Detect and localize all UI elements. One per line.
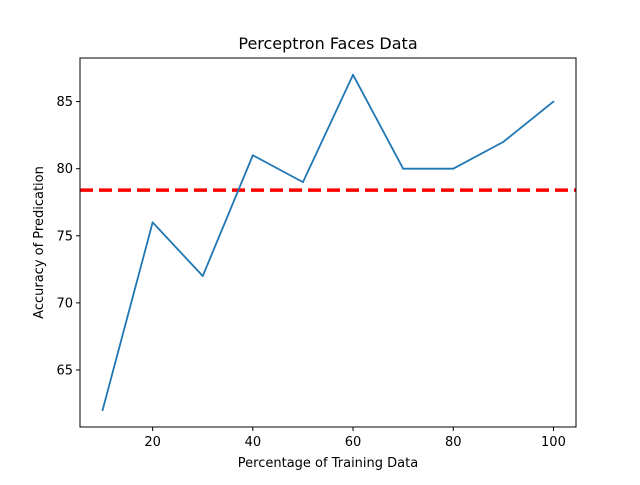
x-tick-label: 60	[345, 435, 362, 450]
y-tick-label: 65	[56, 363, 73, 378]
y-tick-label: 70	[56, 296, 73, 311]
y-axis-label: Accuracy of Predication	[32, 166, 47, 319]
data-point	[302, 181, 304, 184]
data-point	[251, 154, 254, 157]
data-point	[402, 167, 405, 170]
chart-title: Perceptron Faces Data	[238, 34, 417, 53]
data-point	[452, 167, 455, 170]
x-tick-label: 100	[541, 435, 566, 450]
x-axis-label: Percentage of Training Data	[238, 456, 418, 471]
y-tick-label: 75	[56, 229, 73, 244]
x-tick-label: 80	[445, 435, 462, 450]
y-tick-label: 80	[56, 162, 73, 177]
x-tick-label: 20	[144, 435, 161, 450]
data-point	[101, 409, 104, 412]
x-tick-label: 40	[245, 435, 262, 450]
plot-area	[80, 73, 576, 412]
y-tick-label: 85	[56, 95, 73, 110]
plot-frame	[79, 57, 577, 428]
data-point	[352, 73, 354, 76]
axis-ticks: 20 40 60 80 100 65 70 75 80 85	[56, 95, 565, 450]
data-point	[502, 140, 505, 143]
data-point	[151, 221, 154, 224]
data-point	[552, 100, 555, 103]
series-line-0	[101, 73, 555, 411]
data-point	[201, 275, 204, 277]
